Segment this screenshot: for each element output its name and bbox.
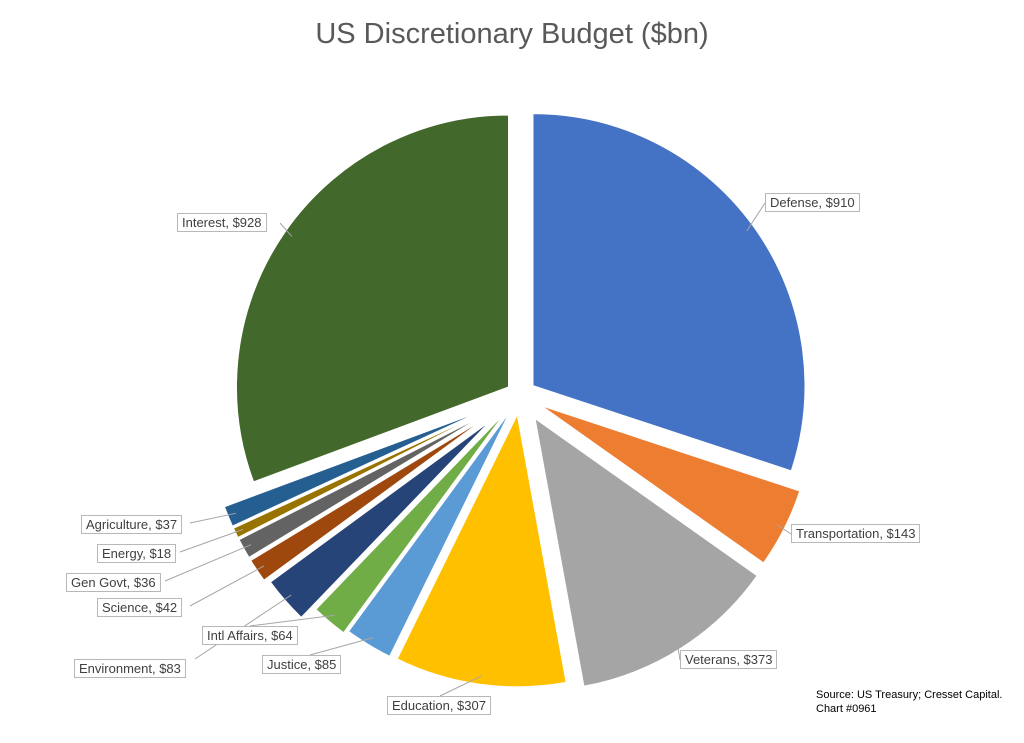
slice-label-gen-govt: Gen Govt, $36	[66, 573, 161, 592]
leader-line	[439, 675, 482, 697]
pie-slice-veterans	[534, 417, 758, 687]
slice-label-interest: Interest, $928	[177, 213, 267, 232]
pie-slice-justice	[347, 411, 511, 657]
slice-label-education: Education, $307	[387, 696, 491, 715]
pie-slice-gen-govt	[238, 415, 482, 559]
pie-slice-science	[250, 419, 484, 581]
slice-label-intl-affairs: Intl Affairs, $64	[202, 626, 298, 645]
pie-slice-intl-affairs	[315, 413, 505, 634]
leader-line	[279, 222, 293, 237]
leader-line	[676, 640, 681, 661]
leader-line	[179, 528, 244, 553]
leader-line	[249, 614, 335, 627]
pie-slice-energy	[232, 413, 481, 539]
slice-label-science: Science, $42	[97, 598, 183, 617]
leader-line	[776, 524, 792, 535]
leader-line	[164, 544, 252, 582]
slice-label-veterans: Veterans, $373	[680, 650, 778, 669]
leader-line	[746, 202, 766, 232]
pie-slice-agriculture	[223, 411, 480, 527]
pie-slice-defense	[532, 113, 806, 472]
leader-line	[309, 637, 373, 656]
slice-label-transportation: Transportation, $143	[791, 524, 921, 543]
source-text: Source: US Treasury; Cresset Capital.	[816, 689, 1003, 701]
pie-slice-transportation	[541, 405, 801, 564]
slice-label-defense: Defense, $910	[765, 193, 860, 212]
leader-line	[189, 565, 265, 607]
slice-label-justice: Justice, $85	[262, 655, 342, 674]
pie-slice-interest	[236, 114, 510, 483]
pie-slice-education	[396, 413, 567, 688]
source-note: Source: US Treasury; Cresset Capital. Ch…	[816, 688, 1002, 716]
pie-slice-environment	[269, 420, 491, 619]
chart-title: US Discretionary Budget ($bn)	[315, 18, 709, 50]
slice-label-environment: Environment, $83	[74, 659, 186, 678]
slice-label-energy: Energy, $18	[97, 544, 177, 563]
chart-id: Chart #0961	[816, 703, 877, 715]
leader-line	[189, 512, 236, 524]
slice-label-agriculture: Agriculture, $37	[81, 515, 183, 534]
